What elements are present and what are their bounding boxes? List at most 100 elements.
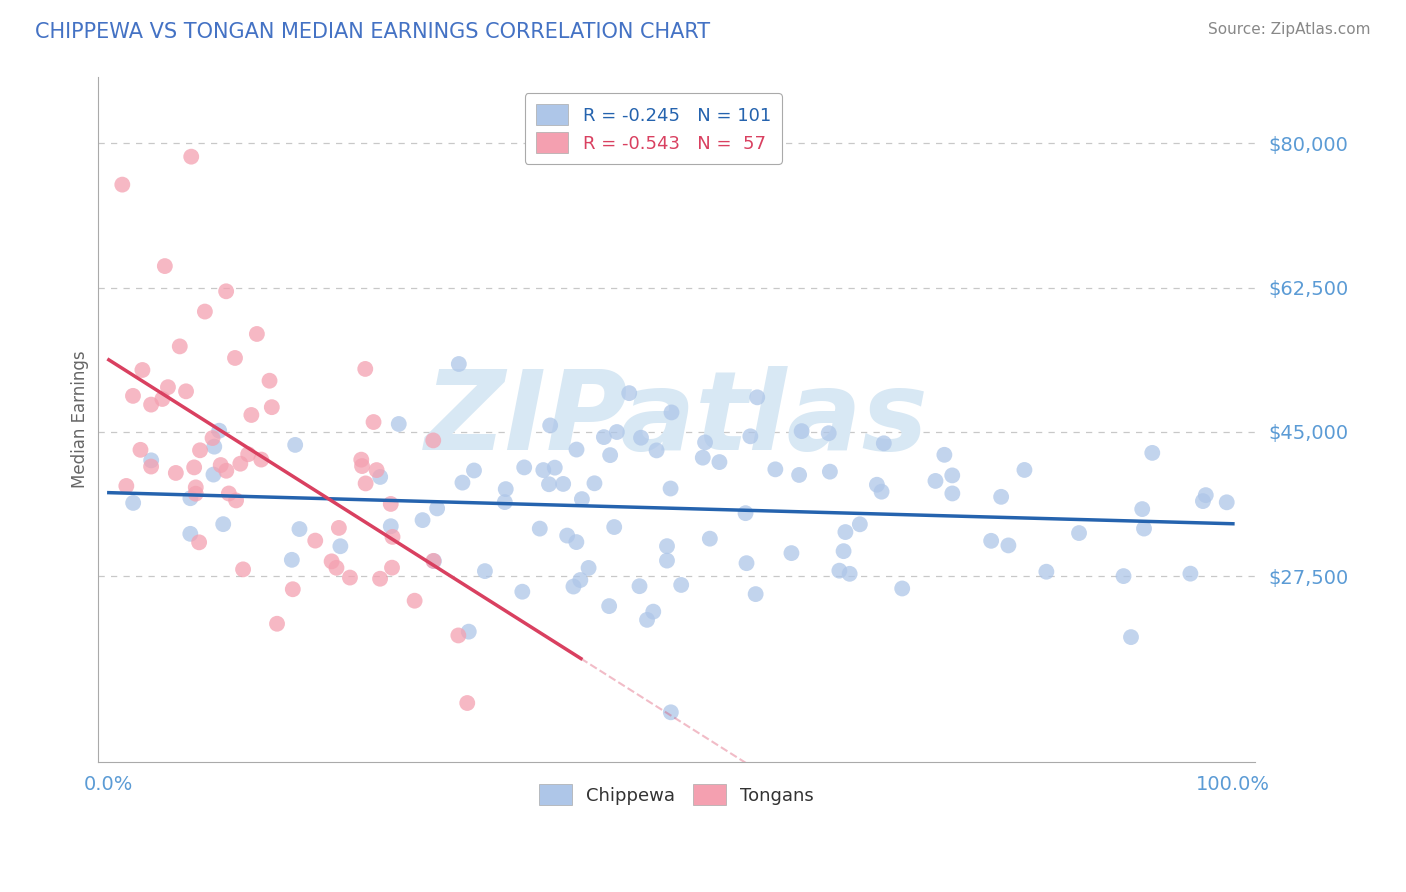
Point	[1195, 488, 1218, 502]
Point	[225, 493, 247, 508]
Point	[818, 465, 841, 479]
Point	[569, 573, 592, 587]
Point	[451, 475, 474, 490]
Point	[165, 466, 187, 480]
Point	[212, 517, 235, 532]
Point	[426, 501, 449, 516]
Point	[139, 459, 162, 474]
Point	[281, 553, 304, 567]
Point	[538, 418, 561, 433]
Point	[156, 380, 179, 394]
Point	[593, 430, 616, 444]
Point	[693, 435, 716, 450]
Point	[328, 521, 350, 535]
Point	[412, 513, 434, 527]
Point	[661, 405, 683, 419]
Point	[179, 491, 201, 506]
Text: Source: ZipAtlas.com: Source: ZipAtlas.com	[1208, 22, 1371, 37]
Point	[179, 526, 201, 541]
Point	[1035, 565, 1057, 579]
Point	[849, 517, 872, 532]
Legend: Chippewa, Tongans: Chippewa, Tongans	[530, 775, 823, 814]
Point	[188, 535, 211, 549]
Point	[139, 398, 162, 412]
Point	[643, 605, 665, 619]
Point	[578, 561, 600, 575]
Point	[870, 484, 893, 499]
Point	[997, 538, 1019, 552]
Point	[381, 560, 404, 574]
Point	[630, 431, 652, 445]
Point	[169, 339, 191, 353]
Point	[1067, 526, 1090, 541]
Point	[603, 520, 626, 534]
Point	[1133, 522, 1156, 536]
Point	[153, 259, 176, 273]
Point	[260, 400, 283, 414]
Point	[218, 486, 240, 500]
Point	[513, 460, 536, 475]
Point	[447, 357, 470, 371]
Y-axis label: Median Earnings: Median Earnings	[72, 351, 89, 489]
Point	[232, 562, 254, 576]
Text: CHIPPEWA VS TONGAN MEDIAN EARNINGS CORRELATION CHART: CHIPPEWA VS TONGAN MEDIAN EARNINGS CORRE…	[35, 22, 710, 42]
Point	[329, 539, 352, 553]
Point	[111, 178, 134, 192]
Point	[250, 452, 273, 467]
Point	[184, 486, 207, 500]
Point	[628, 579, 651, 593]
Point	[1216, 495, 1239, 509]
Point	[555, 528, 578, 542]
Point	[457, 624, 479, 639]
Point	[924, 474, 946, 488]
Point	[544, 460, 567, 475]
Point	[571, 492, 593, 507]
Point	[246, 326, 269, 341]
Point	[321, 554, 343, 568]
Point	[141, 453, 163, 467]
Point	[380, 519, 402, 533]
Point	[1119, 630, 1142, 644]
Point	[645, 443, 668, 458]
Point	[350, 452, 373, 467]
Point	[606, 425, 628, 439]
Point	[735, 556, 758, 570]
Point	[259, 374, 281, 388]
Point	[873, 436, 896, 450]
Point	[463, 463, 485, 477]
Point	[780, 546, 803, 560]
Point	[325, 561, 347, 575]
Point	[229, 457, 252, 471]
Point	[339, 570, 361, 584]
Point	[122, 496, 145, 510]
Point	[553, 477, 575, 491]
Point	[188, 443, 211, 458]
Point	[598, 599, 620, 613]
Point	[194, 304, 217, 318]
Point	[368, 470, 391, 484]
Point	[236, 447, 259, 461]
Point	[129, 442, 152, 457]
Point	[304, 533, 326, 548]
Point	[941, 468, 963, 483]
Point	[934, 448, 956, 462]
Point	[655, 553, 678, 567]
Point	[817, 426, 839, 441]
Point	[494, 495, 516, 509]
Point	[531, 463, 554, 477]
Point	[122, 389, 145, 403]
Point	[747, 390, 769, 404]
Point	[529, 522, 551, 536]
Point	[388, 417, 411, 431]
Point	[209, 458, 232, 472]
Point	[208, 424, 231, 438]
Point	[1014, 463, 1036, 477]
Point	[423, 554, 446, 568]
Point	[866, 477, 889, 491]
Point	[354, 362, 377, 376]
Point	[447, 628, 470, 642]
Point	[184, 480, 207, 494]
Point	[619, 386, 641, 401]
Point	[495, 482, 517, 496]
Point	[834, 524, 856, 539]
